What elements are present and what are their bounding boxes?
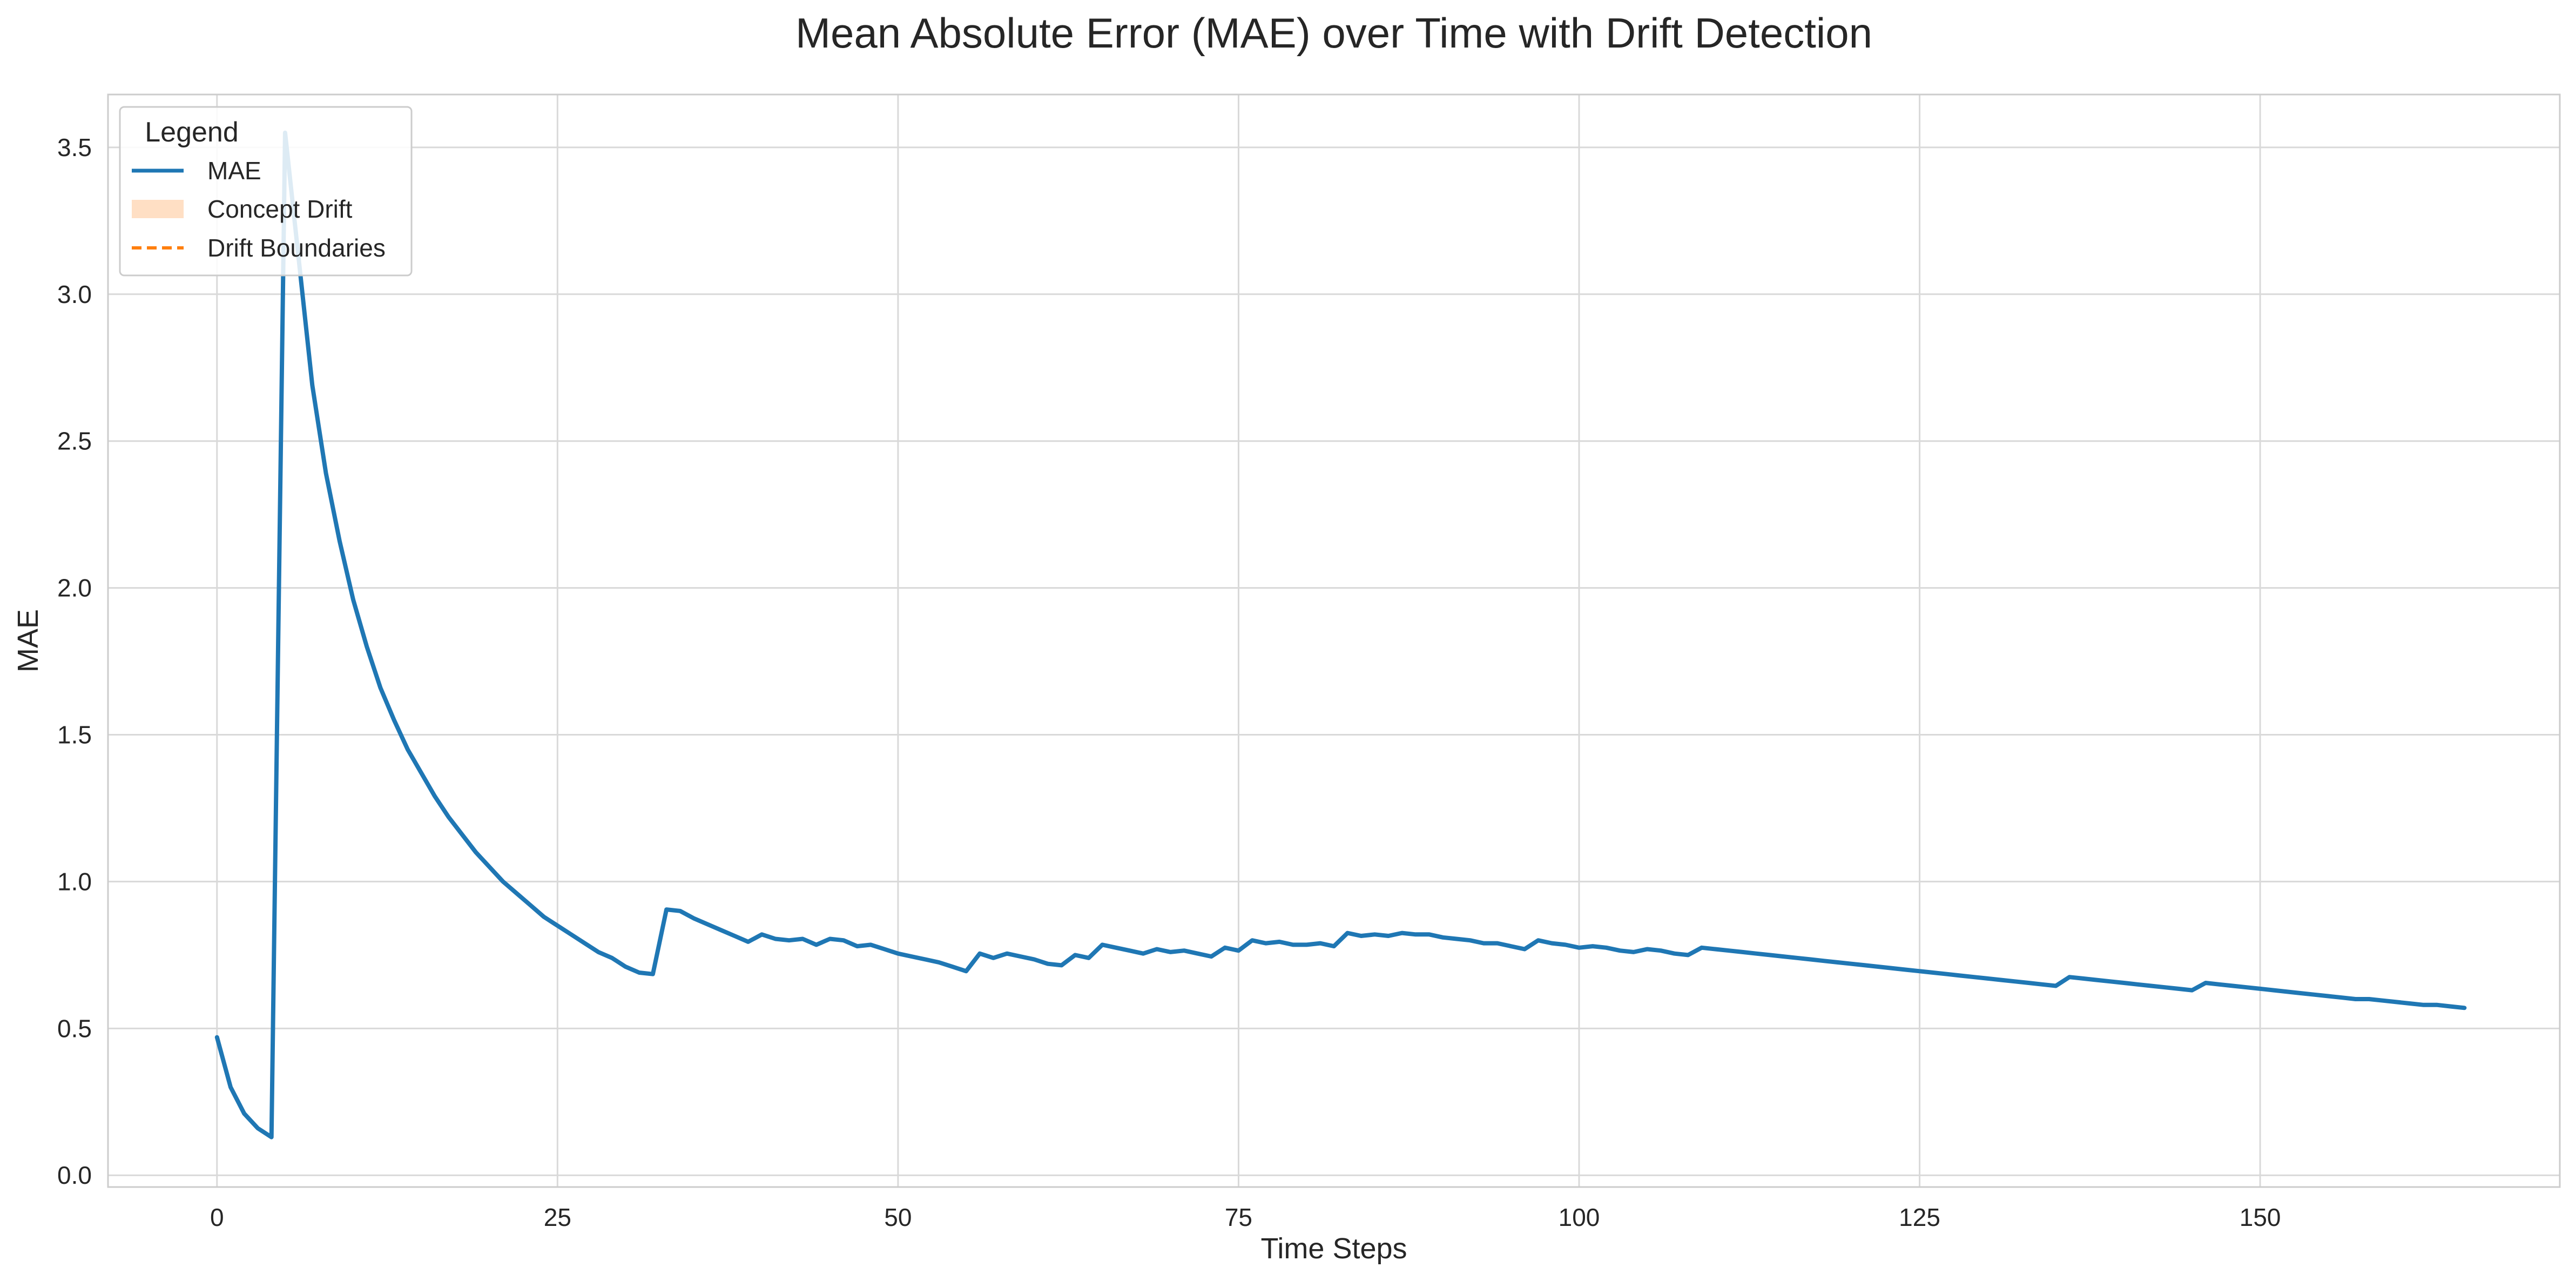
y-axis-label: MAE [12, 609, 44, 672]
x-tick-label: 150 [2240, 1203, 2281, 1231]
y-tick-label: 2.0 [57, 574, 92, 602]
y-tick-label: 0.0 [57, 1161, 92, 1189]
y-axis-ticks: 0.0 0.5 1.0 1.5 2.0 2.5 3.0 3.5 [57, 133, 92, 1189]
chart-title: Mean Absolute Error (MAE) over Time with… [795, 9, 1872, 57]
x-axis-label: Time Steps [1260, 1232, 1407, 1265]
legend-label-concept-drift: Concept Drift [207, 195, 353, 223]
legend-box [119, 106, 413, 277]
series-line-mae [214, 130, 2467, 1140]
x-tick-label: 100 [1559, 1203, 1600, 1231]
y-tick-label: 3.5 [57, 133, 92, 161]
y-tick-label: 2.5 [57, 427, 92, 455]
y-tick-label: 0.5 [57, 1014, 92, 1042]
x-tick-label: 125 [1899, 1203, 1940, 1231]
y-tick-label: 1.5 [57, 721, 92, 749]
legend-title: Legend [145, 117, 239, 148]
x-tick-label: 75 [1225, 1203, 1252, 1231]
grid-lines [108, 95, 2560, 1187]
legend-label-drift-boundaries: Drift Boundaries [207, 234, 386, 262]
plot-area-frame [107, 93, 2561, 1188]
legend-swatch-concept-drift [132, 200, 184, 218]
x-axis-ticks: 0 25 50 75 100 125 150 [210, 1203, 2281, 1231]
legend-label-mae: MAE [207, 157, 261, 185]
y-tick-label: 3.0 [57, 280, 92, 308]
x-tick-label: 25 [544, 1203, 571, 1231]
legend: Legend MAE Concept Drift Drift Boundarie… [119, 106, 413, 277]
series-layer [214, 130, 2467, 1140]
y-tick-label: 1.0 [57, 867, 92, 895]
x-tick-label: 50 [884, 1203, 912, 1231]
x-tick-label: 0 [210, 1203, 224, 1231]
